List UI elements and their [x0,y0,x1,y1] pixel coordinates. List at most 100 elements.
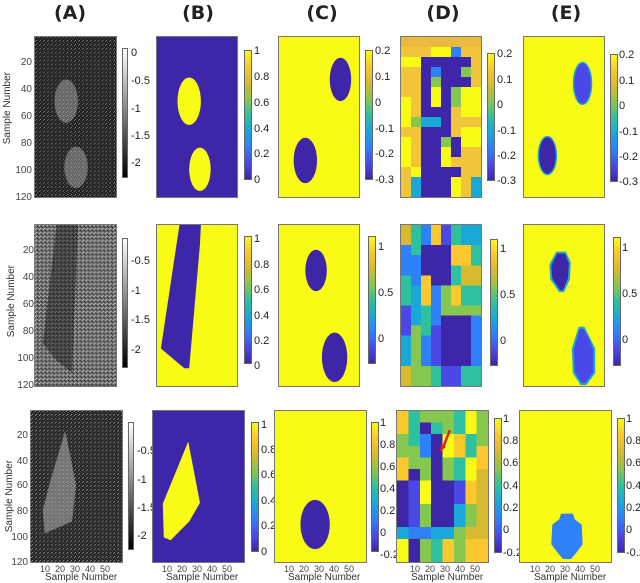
panel-b-row3-ground-truth [152,410,245,563]
colorbar-tick: 0.6 [626,457,640,469]
colorbar-tick: -0.2 [380,549,399,561]
x-tick: 10 [410,564,421,574]
panel-d-row1-coarse-inversion [400,36,482,198]
colorbar-tick: 0 [254,174,261,186]
y-tick: 120 [11,557,28,568]
colorbar-parula [617,418,625,553]
colorbar-tick: 0.2 [261,520,277,532]
x-tick: 20 [545,564,556,574]
colorbar-tick: 0.2 [254,335,270,347]
colorbar-tick: 1 [254,233,261,245]
x-tick: 30 [192,564,203,574]
y-tick: 80 [22,326,34,337]
colorbar-parula [613,237,621,366]
panel-b-row1-ground-truth [156,36,238,198]
y-tick: 100 [11,532,28,543]
x-tick: 30 [314,564,325,574]
colorbar-tick: 0.8 [254,259,270,271]
colorbar-tick: 1 [503,413,510,425]
colorbar-tick: 0.5 [622,288,638,300]
colorbar-parula [487,53,495,181]
panel-a-row3-noisy-image [30,410,123,563]
y-tick: 20 [20,57,32,68]
panel-a-row2-noisy-image [34,224,117,387]
colorbar-tick: 0.2 [254,148,270,160]
panel-d-row3-coarse-inversion [396,410,489,563]
colorbar-tick: -1.5 [131,130,150,142]
colorbar-tick: 0 [497,99,504,111]
x-tick: 10 [162,564,173,574]
y-tick: 120 [15,192,32,203]
colorbar-tick: -0.5 [131,255,150,267]
x-tick: 20 [299,564,310,574]
x-tick: 30 [70,564,81,574]
colorbar-tick: 0.2 [503,502,519,514]
column-title-c: (C) [306,2,338,24]
x-tick: 50 [590,564,601,574]
x-tick: 50 [100,564,111,574]
colorbar-tick: 0 [261,546,268,558]
colorbar-tick: 0.4 [503,480,519,492]
colorbar-parula [494,418,502,553]
colorbar-tick: 0.4 [254,310,270,322]
colorbar-tick: 0 [131,47,138,59]
panel-d-row2-coarse-inversion [400,224,482,387]
colorbar-gray [128,422,134,550]
column-title-e: (E) [550,2,582,24]
colorbar-tick: -2 [131,157,141,169]
red-arrow-annotation [440,429,451,452]
colorbar-tick: 0.8 [261,444,277,456]
colorbar-parula [368,236,376,364]
colorbar-tick: 0.8 [254,71,270,83]
colorbar-tick: -1 [137,474,147,486]
x-axis-label: Sample Number [166,572,239,583]
x-tick: 10 [530,564,541,574]
colorbar-gray [122,238,128,368]
colorbar-tick: 1 [261,419,268,431]
panel-c-row1-true-model [278,36,360,198]
colorbar-tick: 0.2 [619,49,635,61]
y-tick: 20 [22,245,34,256]
colorbar-tick: 0 [254,360,261,372]
colorbar-tick: 0.6 [503,457,519,469]
colorbar-tick: 0.2 [626,502,640,514]
y-tick: 40 [16,456,28,467]
y-tick: 20 [16,430,28,441]
colorbar-tick: 1 [380,417,387,429]
x-tick: 10 [40,564,51,574]
colorbar-tick: 0.2 [380,505,396,517]
colorbar-tick: 0.2 [375,45,391,57]
column-title-b: (B) [182,2,214,24]
x-tick: 50 [344,564,355,574]
colorbar-parula [365,50,373,180]
y-tick: 100 [15,165,32,176]
colorbar-tick: 0.1 [497,74,513,86]
colorbar-tick: -0.2 [619,151,638,163]
colorbar-parula [610,54,618,182]
x-axis-label: Sample Number [411,572,484,583]
x-tick: 50 [470,564,481,574]
colorbar-tick: 0.6 [261,469,277,481]
x-tick: 40 [329,564,340,574]
colorbar-tick: 1 [500,243,507,255]
colorbar-tick: -2 [137,530,147,542]
colorbar-tick: -0.1 [497,125,516,137]
colorbar-parula [490,239,498,366]
colorbar-tick: 0.5 [378,287,394,299]
colorbar-parula [244,236,252,364]
y-tick: 40 [22,272,34,283]
colorbar-tick: 0 [500,335,507,347]
x-tick: 20 [425,564,436,574]
colorbar-tick: 0.4 [261,495,277,507]
colorbar-tick: 0 [626,524,633,536]
colorbar-tick: 0 [380,527,387,539]
colorbar-tick: -1.5 [137,502,156,514]
y-tick: 80 [20,138,32,149]
colorbar-tick: -0.5 [137,445,156,457]
colorbar-tick: 0.2 [497,48,513,60]
colorbar-tick: -0.3 [497,175,516,187]
colorbar-tick: -0.1 [375,123,394,135]
y-axis-label: Sample Number [2,72,13,145]
colorbar-gray [122,48,128,178]
x-tick: 40 [455,564,466,574]
